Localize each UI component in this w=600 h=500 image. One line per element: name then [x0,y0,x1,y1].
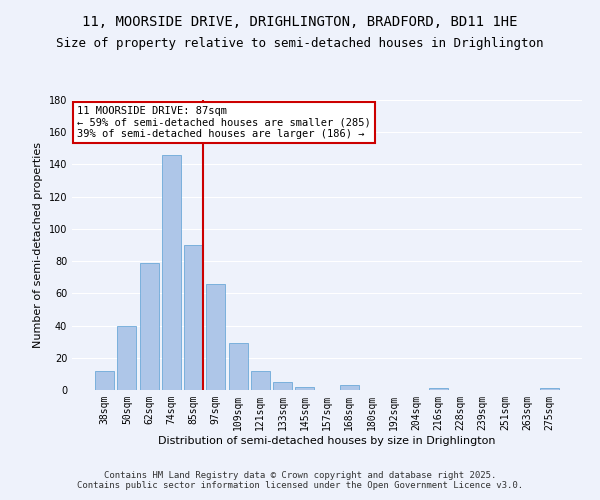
Bar [206,284,225,390]
Bar [273,382,292,390]
Text: Size of property relative to semi-detached houses in Drighlington: Size of property relative to semi-detach… [56,38,544,51]
Bar [340,385,359,390]
Bar [229,344,248,390]
Y-axis label: Number of semi-detached properties: Number of semi-detached properties [33,142,43,348]
Bar [295,387,314,390]
Text: Contains HM Land Registry data © Crown copyright and database right 2025.
Contai: Contains HM Land Registry data © Crown c… [77,470,523,490]
Bar [140,262,158,390]
Text: 11, MOORSIDE DRIVE, DRIGHLINGTON, BRADFORD, BD11 1HE: 11, MOORSIDE DRIVE, DRIGHLINGTON, BRADFO… [82,15,518,29]
Text: 11 MOORSIDE DRIVE: 87sqm
← 59% of semi-detached houses are smaller (285)
39% of : 11 MOORSIDE DRIVE: 87sqm ← 59% of semi-d… [77,106,371,139]
Bar [184,245,203,390]
Bar [429,388,448,390]
Bar [118,326,136,390]
Bar [162,155,181,390]
Bar [95,370,114,390]
X-axis label: Distribution of semi-detached houses by size in Drighlington: Distribution of semi-detached houses by … [158,436,496,446]
Bar [251,370,270,390]
Bar [540,388,559,390]
